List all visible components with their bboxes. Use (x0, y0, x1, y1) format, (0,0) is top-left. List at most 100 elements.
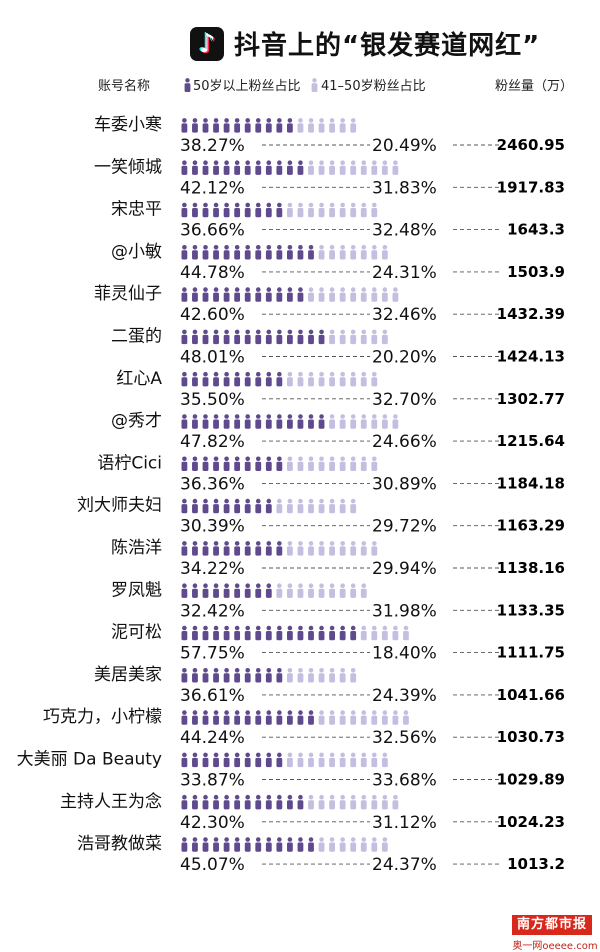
person-icon-41-50 (308, 287, 314, 302)
person-icon-over50 (234, 371, 241, 387)
person-icon-over50 (276, 710, 283, 725)
person-icon-41-50 (371, 371, 378, 387)
person-icon-41-50 (360, 245, 367, 260)
person-icon-over50 (276, 329, 283, 345)
person-icon-over50 (213, 837, 219, 852)
person-icon-41-50 (329, 329, 335, 345)
person-icon-over50 (234, 541, 241, 556)
person-icon-over50 (192, 329, 198, 345)
person-icon-41-50 (318, 583, 325, 598)
person-icon-over50 (287, 625, 293, 641)
person-icon-over50 (308, 329, 314, 345)
person-icon-41-50 (329, 583, 335, 598)
person-icon-41-50 (339, 456, 346, 471)
person-icon-41-50 (308, 160, 314, 175)
person-icon-41-50 (287, 541, 293, 556)
person-icon-over50 (192, 414, 198, 429)
person-icon-41-50 (371, 202, 378, 218)
person-icon-over50 (244, 371, 251, 387)
person-icon-over50 (265, 329, 272, 345)
person-icon-41-50 (392, 710, 399, 725)
person-icon-over50 (181, 583, 188, 598)
person-icon-over50 (265, 794, 272, 810)
person-icon-over50 (192, 456, 198, 471)
table-row: @秀才 47.82% 24.66% 1215.64 (111, 411, 565, 452)
person-icon-41-50 (371, 287, 378, 302)
person-icon-41-50 (339, 202, 346, 218)
person-icon-over50 (192, 498, 198, 514)
person-icon-over50 (213, 414, 219, 429)
person-icon-41-50 (276, 583, 283, 598)
person-icon-over50 (223, 837, 230, 852)
person-icon-41-50 (297, 583, 304, 598)
person-icon-over50 (255, 118, 262, 133)
fan-count: 1215.64 (497, 432, 565, 450)
person-icon-over50 (297, 160, 304, 175)
person-icon-41-50 (381, 160, 388, 175)
person-icon-41-50 (329, 202, 335, 218)
person-icon-41-50 (392, 414, 399, 429)
person-icon-over50 (329, 625, 335, 641)
person-icon-over50 (276, 371, 283, 387)
person-icon-41-50 (287, 498, 293, 514)
person-icon-over50 (265, 160, 272, 175)
person-icon-over50 (234, 625, 241, 641)
person-icon-over50 (255, 287, 262, 302)
person-icon-41-50 (371, 245, 378, 260)
person-icon-over50 (213, 329, 219, 345)
person-icon-over50 (276, 625, 283, 641)
person-icon-over50 (255, 329, 262, 345)
person-icon-over50 (297, 710, 304, 725)
person-icon-over50 (234, 118, 241, 133)
person-icon-over50 (276, 668, 283, 683)
person-icon-41-50 (381, 287, 388, 302)
person-icon-41-50 (329, 118, 335, 133)
table-row: @小敏 44.78% 24.31% 1503.9 (111, 242, 565, 283)
person-icon-41-50 (360, 414, 367, 429)
person-icon-41-50 (360, 583, 367, 598)
person-icon-41-50 (329, 498, 335, 514)
person-icon-over50 (276, 287, 283, 302)
person-icon-over50 (244, 414, 251, 429)
percent-over50: 42.60% (180, 305, 245, 325)
person-icon-over50 (192, 794, 198, 810)
person-icon-41-50 (381, 710, 388, 725)
person-icon-over50 (265, 118, 272, 133)
person-icon-over50 (276, 160, 283, 175)
person-icon-over50 (265, 625, 272, 641)
person-icon-over50 (350, 625, 357, 641)
person-icon-41-50 (329, 287, 335, 302)
person-icon-over50 (244, 498, 251, 514)
person-icon-over50 (223, 160, 230, 175)
person-icon-41-50 (350, 837, 357, 852)
person-icon-over50 (244, 710, 251, 725)
person-icon-over50 (276, 245, 283, 260)
person-icon-over50 (181, 710, 188, 725)
person-icon-over50 (223, 287, 230, 302)
person-icon-over50 (202, 583, 209, 598)
percent-41-50: 20.49% (372, 136, 437, 156)
person-icon-41-50 (381, 245, 388, 260)
person-icon-41-50 (329, 794, 335, 810)
person-icon-over50 (202, 625, 209, 641)
table-row: 浩哥教做菜 45.07% 24.37% 1013.2 (77, 834, 565, 875)
person-icon-over50 (202, 794, 209, 810)
person-icon-over50 (244, 118, 251, 133)
percent-41-50: 31.12% (372, 813, 437, 833)
person-icon-over50 (287, 329, 293, 345)
person-icon-41-50 (297, 498, 304, 514)
person-icon-over50 (297, 837, 304, 852)
person-icon-41-50 (308, 118, 314, 133)
person-icon-41-50 (339, 245, 346, 260)
person-icon-over50 (192, 625, 198, 641)
person-icon-over50 (192, 160, 198, 175)
person-icon-over50 (255, 202, 262, 218)
percent-41-50: 32.48% (372, 221, 437, 241)
person-icon-over50 (181, 329, 188, 345)
person-icon-over50 (318, 329, 325, 345)
person-icon-41-50 (392, 794, 399, 810)
legend-person-icon-over50 (184, 78, 191, 92)
person-icon-over50 (234, 329, 241, 345)
person-icon-41-50 (339, 668, 346, 683)
percent-41-50: 24.66% (372, 432, 437, 452)
